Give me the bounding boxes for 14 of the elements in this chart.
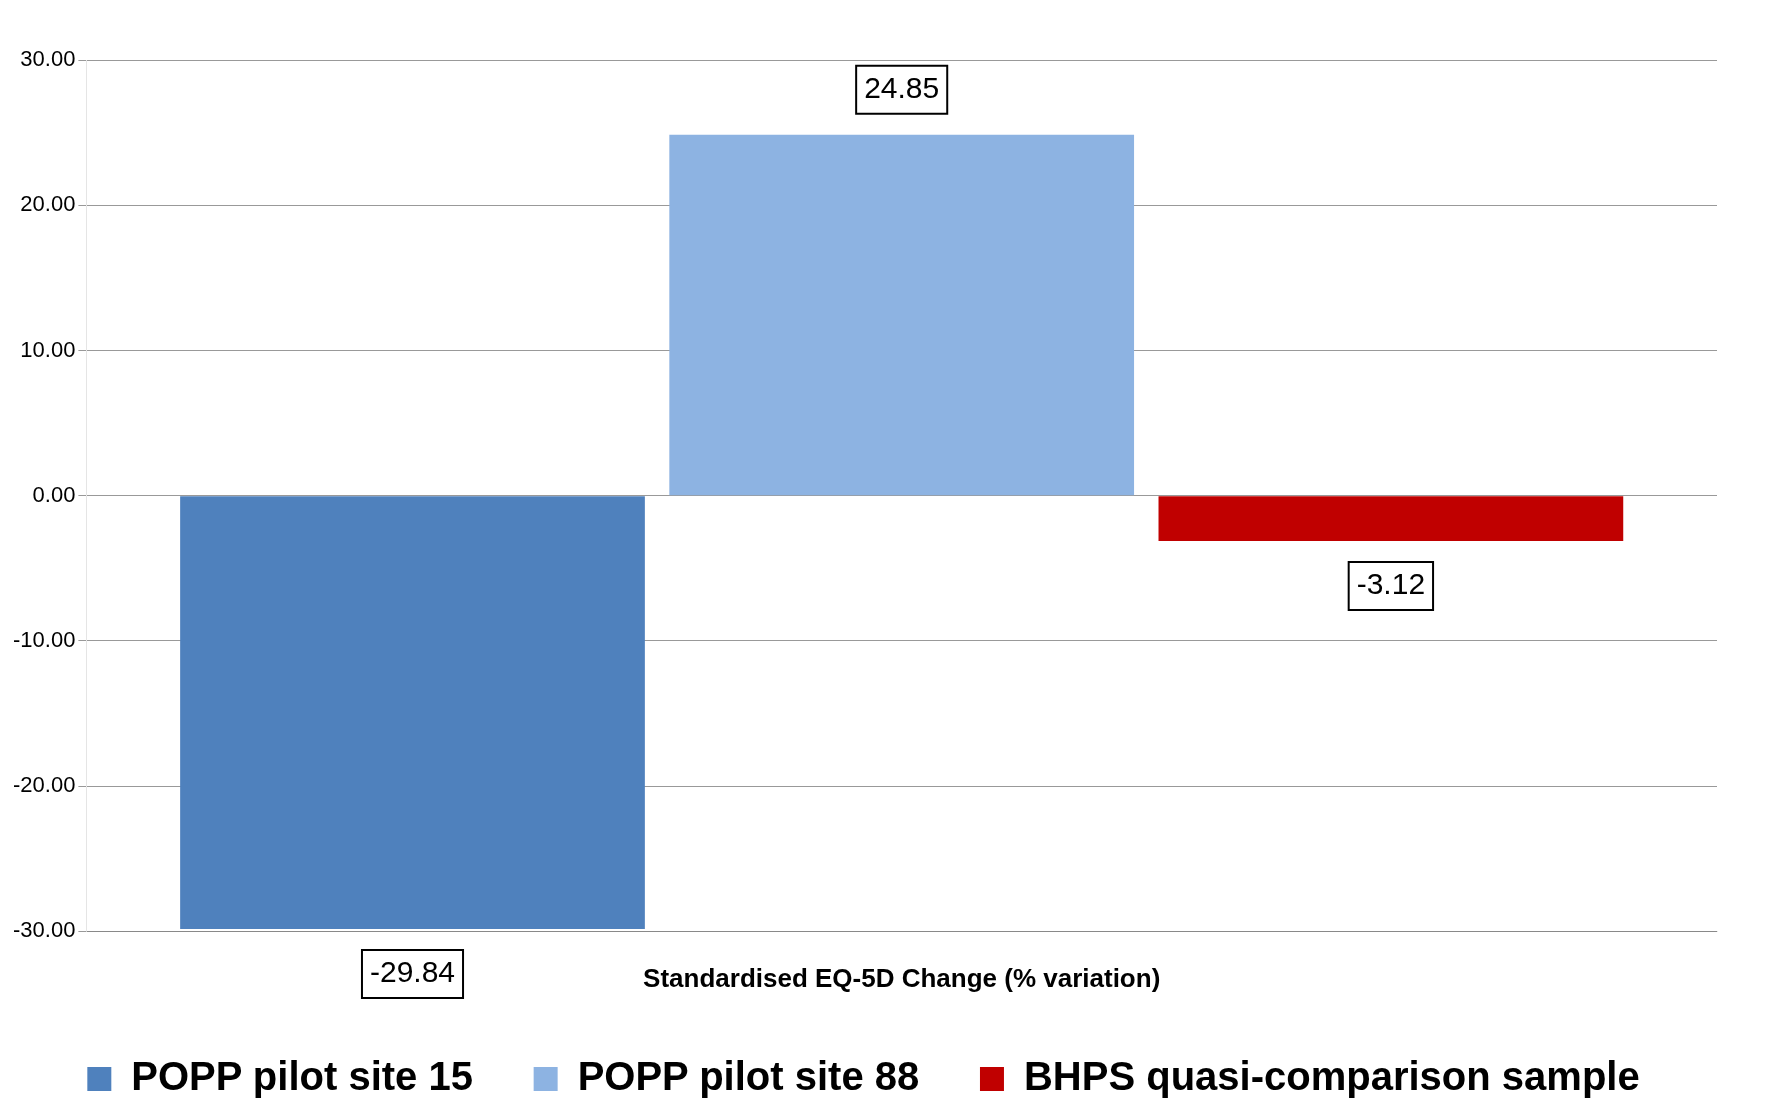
data-label: -3.12	[1356, 567, 1426, 601]
data-label: -29.84	[369, 955, 456, 989]
y-tick-label: -10.00	[12, 627, 76, 652]
legend-label: POPP pilot site 88	[577, 1054, 920, 1099]
y-tick-label: -30.00	[12, 917, 76, 943]
x-axis-title: Standardised EQ-5D Change (% variation)	[643, 962, 1161, 993]
y-tick-label: -20.00	[12, 772, 76, 798]
legend-label: BHPS quasi-comparison sample	[1023, 1054, 1640, 1099]
legend-label: POPP pilot site 15	[131, 1054, 473, 1099]
data-label: 24.85	[864, 71, 940, 105]
y-tick-label: 30.00	[20, 46, 76, 72]
y-tick-label: 20.00	[20, 191, 76, 217]
y-tick-label: 0.00	[32, 481, 76, 507]
y-tick-label: 10.00	[20, 336, 76, 362]
